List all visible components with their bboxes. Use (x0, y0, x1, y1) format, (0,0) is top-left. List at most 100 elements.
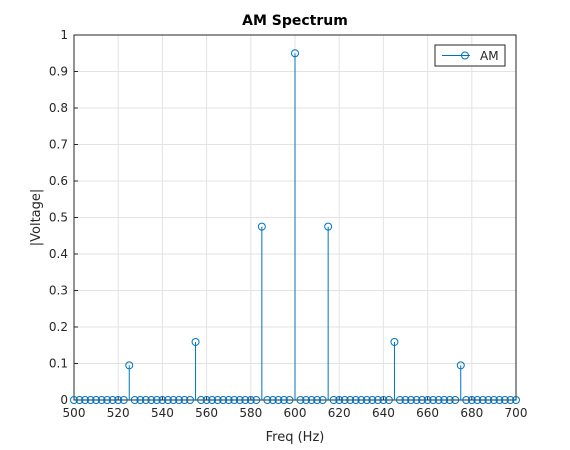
stem-marker (362, 396, 371, 404)
stem-marker (114, 396, 123, 404)
stem-marker (108, 396, 117, 404)
stem-marker (213, 396, 222, 404)
stem-marker (147, 396, 156, 404)
y-tick-label: 0.4 (49, 247, 68, 261)
stem-marker (136, 396, 145, 404)
stem-marker (440, 396, 449, 404)
stem-marker (86, 396, 95, 404)
stem-marker (467, 396, 476, 404)
stem-marker (246, 396, 255, 404)
stem-marker (401, 396, 410, 404)
stem-marker (279, 396, 288, 404)
stem-marker (340, 396, 349, 404)
stem-marker (296, 396, 305, 404)
stem-marker (119, 396, 128, 404)
stem-marker (75, 396, 84, 404)
x-tick-label: 620 (328, 406, 351, 420)
stem-marker (445, 396, 454, 404)
stem-marker (351, 396, 360, 404)
stem-marker (407, 396, 416, 404)
legend-entry-am: AM (480, 49, 499, 63)
stem-marker (219, 396, 228, 404)
stem-marker (180, 396, 189, 404)
stem-marker (395, 396, 404, 404)
stem-marker (202, 396, 211, 404)
ticks: 500 520 540 560 580 600 620 640 660 680 700 0 0.1 0.2… (49, 28, 528, 420)
stem-marker (324, 222, 333, 231)
y-tick-label: 0.5 (49, 211, 68, 225)
stem-marker (451, 396, 460, 404)
stem-marker (429, 396, 438, 404)
stem-marker (495, 396, 504, 404)
stem-marker (307, 396, 316, 404)
stem-marker (158, 396, 167, 404)
stem-marker (512, 396, 520, 404)
y-axis-label: |Voltage| (29, 189, 44, 247)
y-tick-label: 1 (60, 28, 68, 42)
stem-marker (263, 396, 272, 404)
stem-marker (291, 49, 299, 58)
stem-marker (169, 396, 178, 404)
stem-marker (313, 396, 322, 404)
stem-marker (224, 396, 233, 404)
legend-marker (461, 51, 469, 60)
stem-marker (473, 396, 482, 404)
stem-marker (125, 361, 134, 370)
stem-marker (152, 396, 161, 404)
stem-marker (318, 396, 327, 404)
y-tick-label: 0.8 (49, 101, 68, 115)
y-tick-label: 0.3 (49, 284, 68, 298)
stem-marker (191, 337, 200, 346)
stem-marker (478, 396, 487, 404)
stem-marker (357, 396, 366, 404)
stem-marker (70, 396, 78, 404)
x-tick-label: 600 (284, 406, 307, 420)
stem-marker (92, 396, 101, 404)
x-tick-label: 660 (416, 406, 439, 420)
stem-marker (235, 396, 244, 404)
x-tick-label: 500 (63, 406, 86, 420)
stem-marker (390, 337, 399, 346)
stem-marker (489, 396, 498, 404)
stem-marker (412, 396, 421, 404)
stem-marker (130, 396, 139, 404)
y-tick-label: 0 (60, 393, 68, 407)
stem-marker (434, 396, 443, 404)
stem-marker (174, 396, 183, 404)
x-tick-label: 700 (505, 406, 528, 420)
stem-marker (197, 396, 206, 404)
stem-marker (462, 396, 471, 404)
stem-marker (456, 361, 465, 370)
stem-marker (208, 396, 217, 404)
stem-marker (230, 396, 239, 404)
stem-marker (97, 396, 106, 404)
y-tick-label: 0.1 (49, 357, 68, 371)
stem-marker (274, 396, 283, 404)
stem-marker (373, 396, 382, 404)
y-tick-label: 0.7 (49, 138, 68, 152)
stem-marker (484, 396, 493, 404)
y-tick-label: 0.6 (49, 174, 68, 188)
stem-marker (423, 396, 432, 404)
stem-marker (329, 396, 338, 404)
chart-title: AM Spectrum (242, 13, 348, 29)
stem-marker (506, 396, 515, 404)
x-tick-label: 640 (372, 406, 395, 420)
stem-marker (257, 222, 266, 231)
stem-series (70, 49, 520, 404)
x-tick-label: 520 (107, 406, 130, 420)
stem-marker (163, 396, 172, 404)
x-axis-label: Freq (Hz) (266, 430, 325, 445)
stem-marker (384, 396, 393, 404)
x-tick-label: 580 (239, 406, 262, 420)
stem-marker (268, 396, 277, 404)
stem-marker (285, 396, 294, 404)
y-tick-label: 0.9 (49, 65, 68, 79)
stem-marker (302, 396, 311, 404)
stem-marker (81, 396, 90, 404)
x-tick-label: 560 (195, 406, 218, 420)
x-tick-label: 680 (460, 406, 483, 420)
x-tick-label: 540 (151, 406, 174, 420)
